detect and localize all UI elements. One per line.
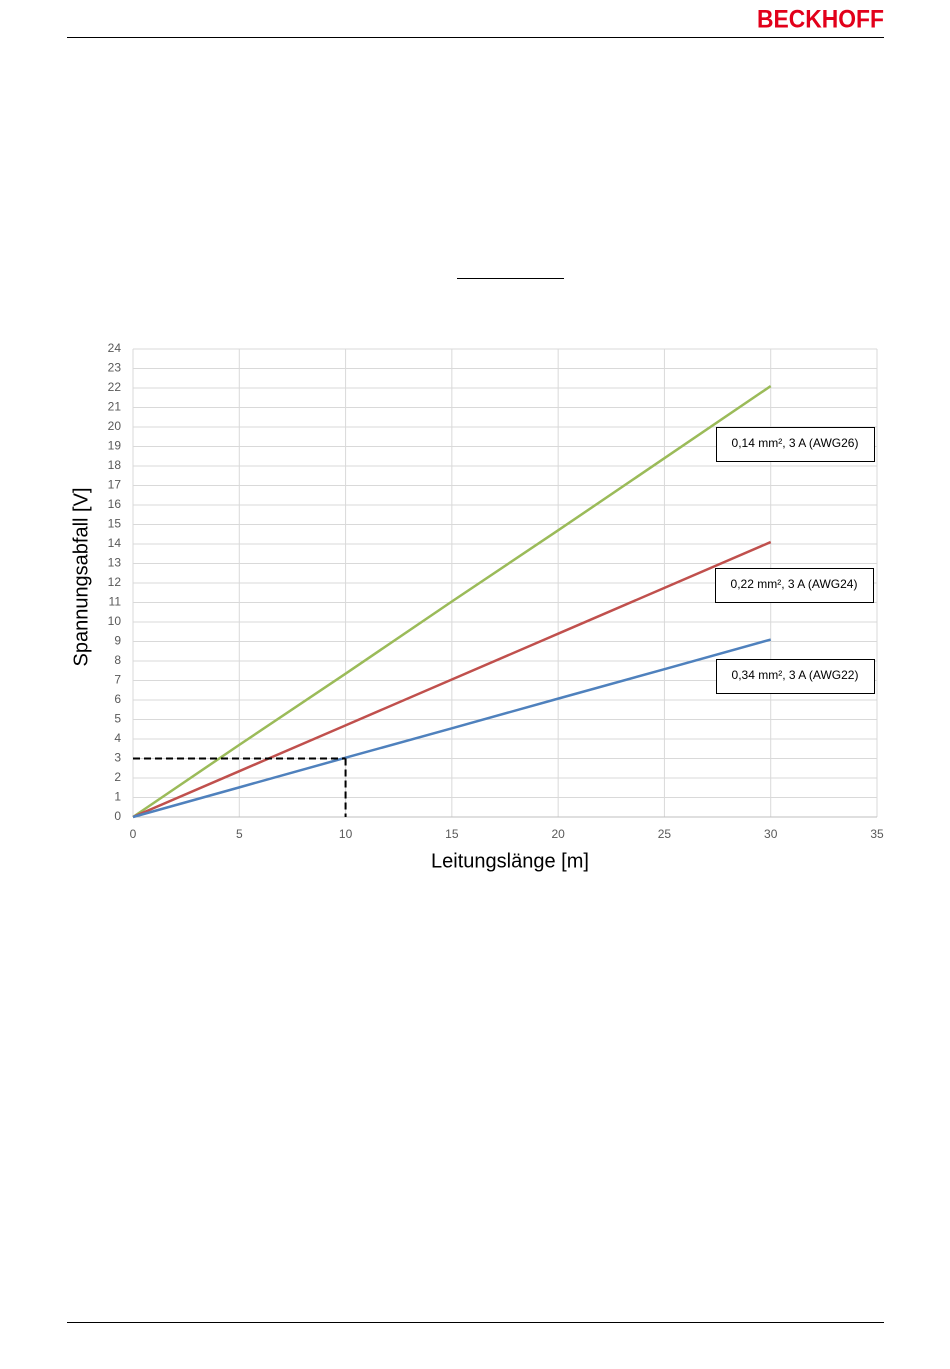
y-tick-label: 0 — [114, 809, 121, 823]
y-tick-label: 5 — [114, 712, 121, 726]
legend-label: 0,22 mm², 3 A (AWG24) — [731, 577, 858, 591]
x-tick-label: 10 — [339, 827, 353, 841]
series-line — [132, 540, 772, 819]
x-tick-label: 30 — [764, 827, 778, 841]
y-tick-label: 23 — [108, 361, 122, 375]
x-axis-title: Leitungslänge [m] — [431, 850, 589, 872]
y-tick-label: 14 — [108, 536, 122, 550]
y-tick-label: 10 — [108, 614, 122, 628]
x-tick-label: 15 — [445, 827, 459, 841]
legend-box — [716, 427, 875, 462]
x-tick-label: 25 — [658, 827, 672, 841]
y-tick-label: 4 — [114, 731, 121, 745]
y-tick-label: 18 — [108, 458, 122, 472]
series-line — [132, 385, 772, 819]
legend-label: 0,14 mm², 3 A (AWG26) — [732, 436, 859, 450]
x-tick-label: 5 — [236, 827, 243, 841]
y-tick-label: 2 — [114, 770, 121, 784]
y-tick-label: 22 — [108, 380, 122, 394]
y-tick-label: 7 — [114, 673, 121, 687]
y-axis-title: Spannungsabfall [V] — [70, 487, 92, 666]
chart: 0123456789101112131415161718192021222324… — [108, 341, 884, 841]
y-tick-label: 13 — [108, 556, 122, 570]
y-tick-label: 8 — [114, 653, 121, 667]
y-tick-label: 16 — [108, 497, 122, 511]
y-tick-label: 15 — [108, 517, 122, 531]
legend-box — [715, 568, 874, 603]
y-tick-label: 17 — [108, 478, 122, 492]
y-tick-label: 12 — [108, 575, 122, 589]
legend-label: 0,34 mm², 3 A (AWG22) — [732, 668, 859, 682]
y-tick-label: 24 — [108, 341, 122, 355]
logo: BECKHOFF — [757, 6, 884, 34]
y-tick-label: 19 — [108, 439, 122, 453]
y-tick-label: 1 — [114, 790, 121, 804]
y-tick-label: 3 — [114, 751, 121, 765]
y-tick-label: 11 — [109, 595, 122, 609]
y-tick-label: 6 — [114, 692, 121, 706]
x-tick-label: 35 — [870, 827, 884, 841]
x-tick-label: 20 — [551, 827, 565, 841]
y-tick-label: 21 — [108, 400, 122, 414]
y-tick-label: 20 — [108, 419, 122, 433]
series-line — [132, 638, 772, 819]
legend-box — [716, 659, 875, 694]
y-tick-label: 9 — [114, 634, 121, 648]
x-tick-label: 0 — [130, 827, 137, 841]
